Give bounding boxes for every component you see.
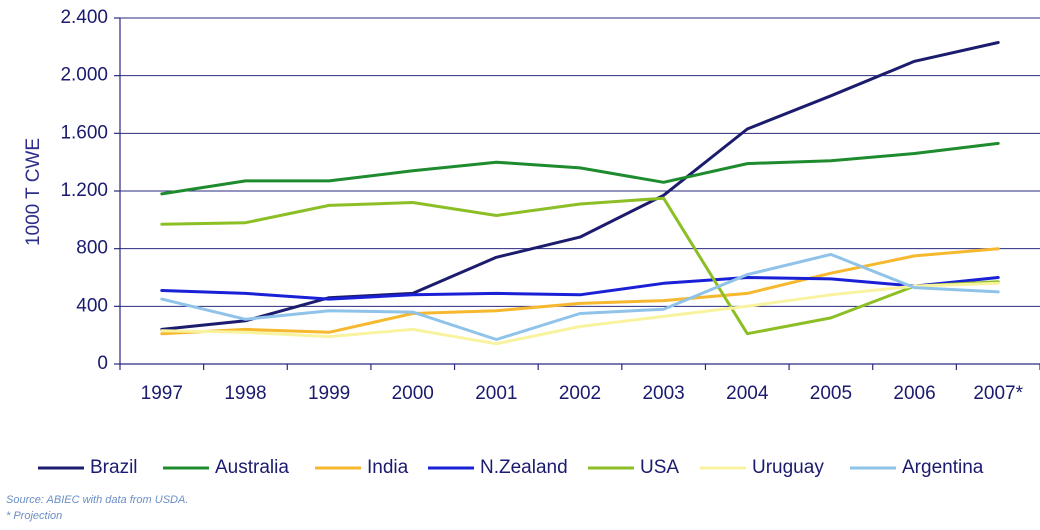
y-tick-label: 2.000 bbox=[60, 65, 108, 86]
x-tick-label: 2001 bbox=[475, 383, 517, 404]
y-tick-label: 0 bbox=[97, 353, 108, 374]
x-tick-label: 2004 bbox=[726, 383, 769, 404]
x-tick-label: 1999 bbox=[308, 383, 350, 404]
y-axis-label: 1000 T CWE bbox=[23, 138, 44, 246]
legend-label-n-zealand: N.Zealand bbox=[480, 457, 568, 478]
axes bbox=[114, 17, 1040, 370]
x-tick-labels: 1997 1998 1999 2000 2001 2002 2003 2004 2005 2006… bbox=[141, 383, 1024, 404]
series-lines bbox=[160, 41, 1000, 346]
series-line-uruguay bbox=[160, 281, 1000, 346]
legend-label-australia: Australia bbox=[215, 457, 289, 478]
series-line-argentina bbox=[160, 252, 1000, 341]
y-tick-label: 2.400 bbox=[60, 7, 108, 28]
series-line-usa bbox=[160, 196, 1000, 336]
series-line-india bbox=[160, 247, 1000, 336]
legend-label-brazil: Brazil bbox=[90, 457, 138, 478]
y-tick-label: 1.200 bbox=[60, 180, 108, 201]
y-tick-label: 400 bbox=[76, 295, 108, 316]
x-tick-label: 2003 bbox=[642, 383, 684, 404]
projection-note: * Projection bbox=[6, 510, 63, 522]
y-tick-label: 800 bbox=[76, 238, 108, 259]
y-tick-labels: 0 400 800 1.200 1.600 2.000 2.400 bbox=[60, 7, 108, 374]
legend-label-argentina: Argentina bbox=[902, 457, 984, 478]
x-tick-label: 2002 bbox=[559, 383, 601, 404]
gridlines bbox=[120, 17, 1040, 307]
series-line-brazil bbox=[160, 41, 1000, 331]
x-tick-label: 2006 bbox=[893, 383, 935, 404]
x-tick-label: 1997 bbox=[141, 383, 183, 404]
series-line-n-zealand bbox=[160, 276, 1000, 301]
legend-label-uruguay: Uruguay bbox=[752, 457, 824, 478]
x-tick-label: 2005 bbox=[810, 383, 852, 404]
legend-label-india: India bbox=[367, 457, 409, 478]
series-line-australia bbox=[160, 141, 1000, 196]
x-tick-label: 1998 bbox=[224, 383, 266, 404]
y-tick-label: 1.600 bbox=[60, 122, 108, 143]
source-note: Source: ABIEC with data from USDA. bbox=[6, 494, 189, 506]
legend: Brazil Australia India N.Zealand USA Uruguay A… bbox=[38, 457, 984, 478]
x-tick-label: 2007* bbox=[973, 383, 1023, 404]
legend-label-usa: USA bbox=[640, 457, 679, 478]
x-tick-label: 2000 bbox=[392, 383, 434, 404]
